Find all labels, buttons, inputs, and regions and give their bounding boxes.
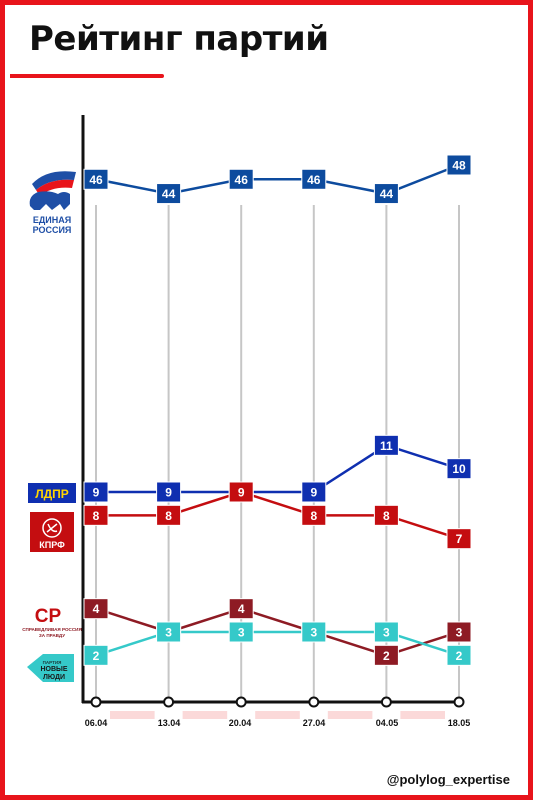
data-label: 9: [93, 486, 100, 500]
x-tick-marker: [235, 696, 247, 708]
data-label: 2: [456, 649, 463, 663]
data-marker: [446, 621, 472, 643]
data-label: 44: [162, 187, 176, 201]
data-marker: [83, 644, 109, 666]
data-marker: [228, 481, 254, 503]
data-label: 9: [310, 486, 317, 500]
series-line: [95, 630, 460, 657]
edinaya-rossiya-bear-flag-icon: [29, 171, 76, 210]
data-marker: [373, 183, 399, 205]
data-marker: [373, 434, 399, 456]
page-title: Рейтинг партий: [29, 19, 329, 59]
x-tick-label: 18.05: [448, 718, 471, 728]
data-label: 44: [380, 187, 394, 201]
logo-nl-line2: НОВЫЕ: [40, 666, 67, 673]
data-marker: [83, 504, 109, 526]
title-underline: [10, 74, 164, 78]
logo-kprf: КПРФ: [30, 512, 74, 552]
author-handle: @polylog_expertise: [386, 772, 510, 787]
data-label: 3: [165, 626, 172, 640]
logo-nl-line3: ЛЮДИ: [43, 674, 65, 681]
data-marker: [446, 154, 472, 176]
series-line: [95, 163, 460, 195]
data-label: 8: [165, 509, 172, 523]
logo-ldpr: ЛДПР: [28, 483, 76, 503]
data-marker: [446, 458, 472, 480]
sr-logo-icon: СР: [35, 606, 62, 627]
data-marker: [446, 528, 472, 550]
data-label: 48: [452, 159, 466, 173]
data-label: 46: [89, 173, 103, 187]
x-axis-highlight: [255, 711, 300, 719]
data-marker: [156, 621, 182, 643]
data-label: 3: [383, 626, 390, 640]
data-label: 10: [452, 462, 466, 476]
data-marker: [156, 481, 182, 503]
data-label: 46: [235, 173, 249, 187]
data-marker: [301, 168, 327, 190]
logo-nl-line1: ПАРТИЯ: [43, 660, 62, 665]
data-label: 46: [307, 173, 321, 187]
x-tick-marker: [453, 696, 465, 708]
series-line: [96, 490, 460, 540]
x-tick-label: 20.04: [229, 718, 252, 728]
data-marker: [228, 168, 254, 190]
logo-edinaya-rossiya: ЕДИНАЯ РОССИЯ: [29, 171, 76, 235]
data-marker: [446, 644, 472, 666]
x-tick-marker: [163, 696, 175, 708]
data-marker: [301, 621, 327, 643]
data-label: 8: [93, 509, 100, 523]
data-marker: [156, 504, 182, 526]
plot-area: 46444646444899991110889887434323233332: [83, 154, 472, 719]
data-label: 2: [383, 649, 390, 663]
data-label: 8: [310, 509, 317, 523]
data-marker: [83, 598, 109, 620]
x-axis-highlight: [110, 711, 155, 719]
x-tick-marker: [380, 696, 392, 708]
data-label: 4: [93, 602, 100, 616]
data-marker: [228, 621, 254, 643]
logo-kprf-text: КПРФ: [39, 540, 65, 550]
logo-ldpr-text: ЛДПР: [35, 487, 69, 501]
x-tick-marker: [308, 696, 320, 708]
x-axis-highlight: [182, 711, 228, 719]
data-marker: [156, 183, 182, 205]
x-tick-label: 27.04: [303, 718, 326, 728]
x-axis-highlight: [400, 711, 445, 719]
data-label: 4: [238, 602, 245, 616]
data-label: 8: [383, 509, 390, 523]
logo-novye-lyudi: ПАРТИЯ НОВЫЕ ЛЮДИ: [27, 654, 74, 682]
data-label: 3: [238, 626, 245, 640]
data-marker: [373, 644, 399, 666]
data-marker: [373, 504, 399, 526]
data-marker: [373, 621, 399, 643]
data-label: 9: [238, 486, 245, 500]
logo-sr-line2: СПРАВЕДЛИВАЯ РОССИЯ: [22, 627, 82, 632]
x-tick-marker: [90, 696, 102, 708]
logo-sr: СР СПРАВЕДЛИВАЯ РОССИЯ ЗА ПРАВДУ: [22, 606, 82, 638]
data-marker: [83, 481, 109, 503]
x-axis-highlight: [327, 711, 373, 719]
data-marker: [228, 598, 254, 620]
data-label: 11: [380, 439, 393, 453]
x-tick-label: 04.05: [376, 718, 399, 728]
data-label: 3: [310, 626, 317, 640]
novye-lyudi-logo-icon: [27, 654, 74, 682]
series-line: [96, 443, 460, 494]
data-label: 3: [456, 626, 463, 640]
logo-er-line1: ЕДИНАЯ: [33, 215, 71, 225]
data-marker: [83, 168, 109, 190]
data-marker: [301, 504, 327, 526]
data-label: 2: [93, 649, 100, 663]
ldpr-logo-icon: [28, 483, 76, 503]
data-marker: [301, 481, 327, 503]
x-tick-label: 06.04: [85, 718, 108, 728]
logo-er-line2: РОССИЯ: [33, 225, 72, 235]
data-label: 7: [456, 532, 463, 546]
x-tick-label: 13.04: [158, 718, 181, 728]
data-label: 9: [165, 486, 172, 500]
logo-sr-line3: ЗА ПРАВДУ: [39, 633, 65, 638]
